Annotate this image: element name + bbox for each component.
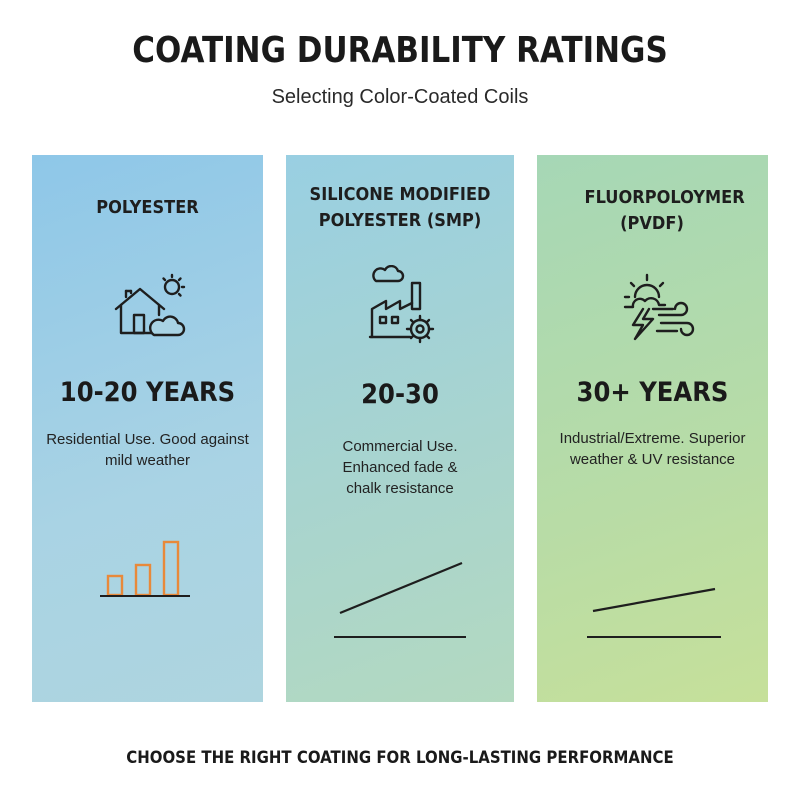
panel-title: SILICONE MODIFIED POLYESTER (SMP) bbox=[309, 184, 491, 231]
panel-title: POLYESTER bbox=[96, 197, 199, 218]
panel-description: Residential Use. Good against mild weath… bbox=[46, 431, 249, 469]
panel-pvdf: FLUORPOLOYMER (PVDF) 30+ YEARS Industria… bbox=[537, 155, 768, 702]
footer-tagline: CHOOSE THE RIGHT COATING FOR LONG-LASTIN… bbox=[126, 748, 674, 768]
years-rating: 20-30 bbox=[361, 379, 439, 410]
page-title: COATING DURABILITY RATINGS bbox=[132, 30, 668, 71]
panel-title: FLUORPOLOYMER (PVDF) bbox=[584, 187, 745, 234]
years-rating: 30+ YEARS bbox=[576, 377, 729, 408]
bar-chart-icon bbox=[100, 540, 190, 597]
panel-polyester: POLYESTER 10-20 YEARS Residential Use. G… bbox=[32, 155, 263, 702]
years-rating: 10-20 YEARS bbox=[59, 377, 236, 408]
rising-line-icon bbox=[334, 561, 466, 638]
panel-smp: SILICONE MODIFIED POLYESTER (SMP) 20-30 … bbox=[286, 155, 514, 702]
storm-sun-wind-icon bbox=[623, 273, 695, 341]
panel-description: Commercial Use. Enhanced fade & chalk re… bbox=[342, 438, 458, 497]
panel-description: Industrial/Extreme. Superior weather & U… bbox=[559, 430, 746, 468]
gentle-line-icon bbox=[587, 587, 721, 638]
page-subtitle: Selecting Color-Coated Coils bbox=[271, 86, 529, 108]
house-sun-cloud-icon bbox=[114, 273, 186, 337]
factory-gear-icon bbox=[368, 265, 435, 344]
